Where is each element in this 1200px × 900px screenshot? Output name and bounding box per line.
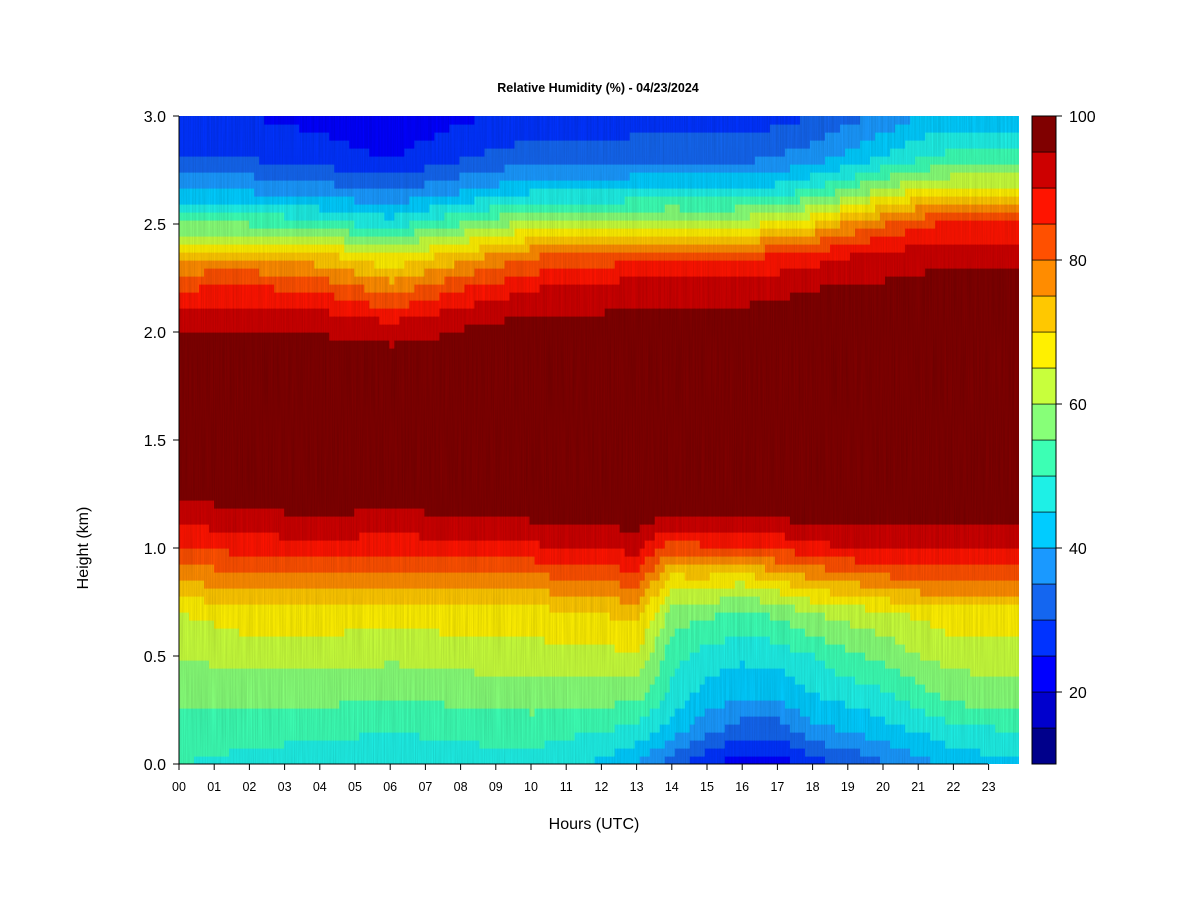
plot-area <box>179 116 1019 764</box>
chart-title: Relative Humidity (%) - 04/23/2024 <box>497 81 699 95</box>
